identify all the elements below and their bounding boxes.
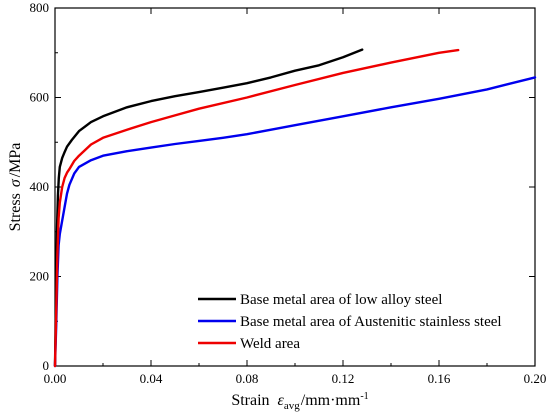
axis-tick-labels: 0.00 0.04 0.08 0.12 0.16 0.20 0 200 400 600 800 <box>30 0 547 386</box>
legend-label-weld: Weld area <box>240 336 300 352</box>
legend-label-austenitic: Base metal area of Austenitic stainless … <box>240 314 502 330</box>
x-tick-label: 0.08 <box>236 371 259 386</box>
plot-frame <box>54 7 536 367</box>
x-tick-label: 0.16 <box>428 371 451 386</box>
x-tick-label: 0.12 <box>332 371 355 386</box>
x-tick-label: 0.20 <box>524 371 547 386</box>
y-tick-label: 800 <box>30 0 50 15</box>
legend-label-low-alloy: Base metal area of low alloy steel <box>240 292 442 308</box>
y-axis-label: Stressσ/MPa <box>7 143 24 232</box>
series-line-low-alloy <box>53 48 364 368</box>
legend: Base metal area of low alloy steel Base … <box>198 292 502 352</box>
axis-ticks <box>54 7 536 367</box>
y-tick-label: 0 <box>43 358 50 373</box>
x-axis-label: Strain εavg/mm·mm-1 <box>231 391 368 412</box>
y-tick-label: 200 <box>30 269 50 284</box>
y-tick-label: 600 <box>30 90 50 105</box>
series-line-austenitic <box>53 76 537 368</box>
y-tick-label: 400 <box>30 179 50 194</box>
x-tick-label: 0.00 <box>44 371 67 386</box>
series-line-weld <box>53 48 460 368</box>
series-lines <box>53 48 537 368</box>
x-tick-label: 0.04 <box>140 371 163 386</box>
